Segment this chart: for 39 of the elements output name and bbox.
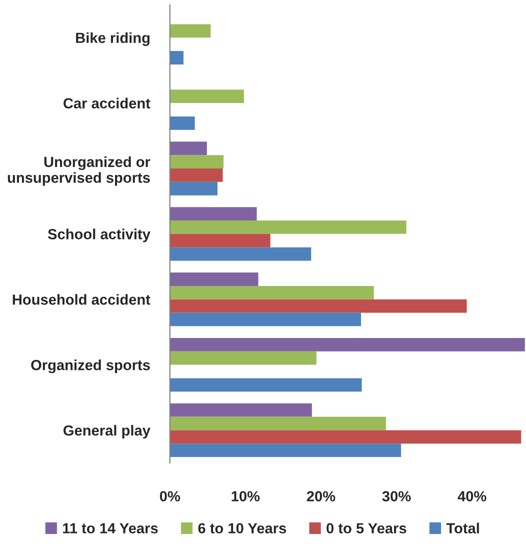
bar — [170, 351, 316, 365]
bar — [170, 444, 402, 458]
bar — [170, 24, 211, 38]
bar — [170, 299, 467, 313]
y-tick-label: School activity — [48, 228, 150, 242]
bar — [170, 403, 312, 417]
bar — [170, 247, 312, 261]
x-tick-label: 20% — [306, 491, 336, 502]
bar — [170, 220, 406, 234]
y-tick-label: Car accident — [64, 98, 150, 108]
y-tick-label: Household accident — [12, 294, 150, 305]
bar — [170, 207, 257, 221]
y-tick-label: Unorganized or unsupervised sports — [8, 156, 150, 186]
x-tick-label: 0% — [160, 491, 180, 502]
bar — [170, 182, 218, 196]
legend-label: 11 to 14 Years — [63, 523, 158, 534]
bar — [170, 286, 374, 300]
legend-label: Total — [446, 522, 479, 534]
bar — [170, 155, 224, 168]
bar — [170, 142, 207, 156]
bar — [170, 168, 223, 182]
x-tick-label: 10% — [232, 491, 260, 502]
y-tick-label: Organized sports — [31, 360, 150, 374]
legend-label: 0 to 5 Years — [326, 523, 406, 534]
bar — [170, 312, 362, 326]
bar — [170, 378, 362, 392]
legend-label: 6 to 10 Years — [198, 523, 286, 534]
bar — [170, 338, 525, 352]
x-tick-label: 40% — [458, 491, 486, 502]
bar — [170, 430, 522, 444]
x-tick-label: 30% — [382, 491, 411, 502]
y-tick-label: Bike riding — [76, 32, 150, 46]
bar — [170, 416, 386, 430]
bar — [170, 90, 244, 104]
bar — [170, 51, 184, 64]
y-tick-label: General play — [64, 424, 150, 439]
bar — [170, 272, 258, 286]
bar — [170, 116, 195, 130]
bar — [170, 234, 270, 248]
